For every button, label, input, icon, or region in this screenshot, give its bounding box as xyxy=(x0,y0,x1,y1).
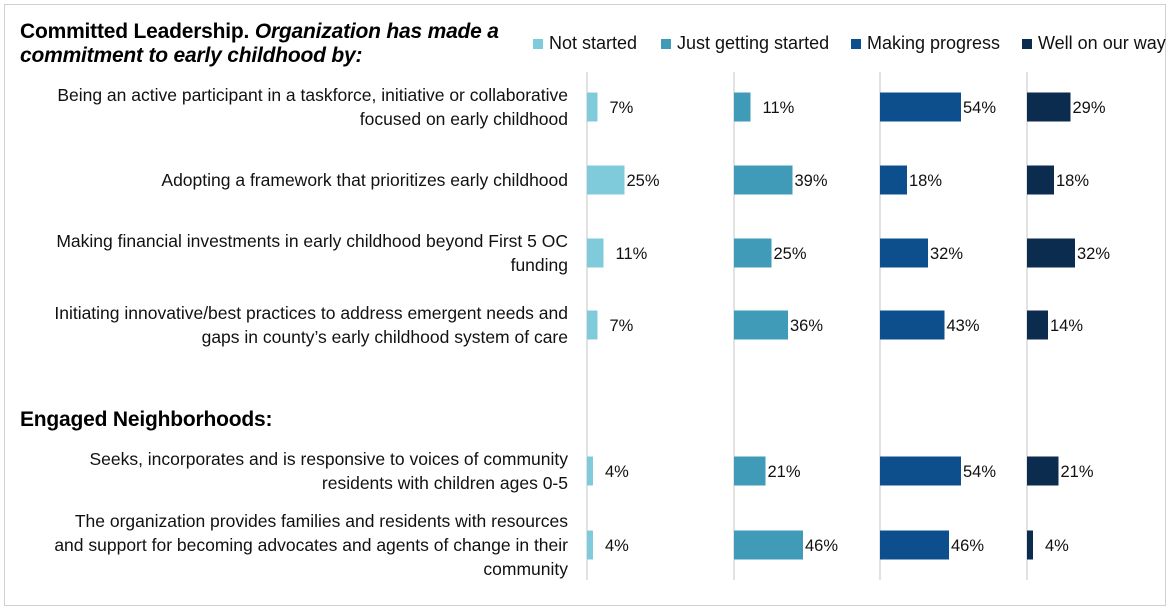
bar xyxy=(880,456,961,486)
section-title-engaged-neighborhoods: Engaged Neighborhoods: xyxy=(20,408,273,431)
chart-frame xyxy=(4,4,1166,606)
bar xyxy=(587,165,625,195)
category-label-line: Being an active participant in a taskfor… xyxy=(57,85,568,105)
legend-item-well-on-our-way: Well on our way xyxy=(1022,33,1166,54)
bar xyxy=(880,310,945,340)
bar xyxy=(880,530,949,560)
legend-label: Well on our way xyxy=(1038,33,1166,53)
bar xyxy=(734,165,793,195)
data-label: 21% xyxy=(1061,463,1094,481)
category-label: Adopting a framework that prioritizes ea… xyxy=(0,168,568,192)
data-label: 29% xyxy=(1073,99,1106,117)
bar xyxy=(587,530,593,560)
data-label: 7% xyxy=(610,99,634,117)
bar xyxy=(880,165,907,195)
bar xyxy=(734,456,766,486)
legend-item-not-started: Not started xyxy=(533,33,637,54)
category-label-line: and support for becoming advocates and a… xyxy=(54,535,568,555)
category-label-line: community xyxy=(483,559,568,579)
category-label-line: funding xyxy=(510,255,568,275)
data-label: 32% xyxy=(1077,245,1110,263)
bar xyxy=(1027,238,1075,268)
legend-swatch xyxy=(851,38,861,49)
chart-title-line2: commitment to early childhood by: xyxy=(20,44,363,67)
data-label: 43% xyxy=(947,317,980,335)
data-label: 54% xyxy=(963,99,996,117)
chart-title: Committed Leadership. Organization has m… xyxy=(20,20,499,44)
bar xyxy=(587,238,604,268)
data-label: 18% xyxy=(1056,172,1089,190)
data-label: 21% xyxy=(768,463,801,481)
legend-swatch xyxy=(661,38,671,49)
category-label-line: gaps in county’s early childhood system … xyxy=(201,327,568,347)
bar xyxy=(734,530,803,560)
bar xyxy=(587,92,598,122)
bar xyxy=(587,310,598,340)
data-label: 39% xyxy=(795,172,828,190)
category-label: Seeks, incorporates and is responsive to… xyxy=(0,447,568,495)
bar xyxy=(587,456,593,486)
data-label: 11% xyxy=(763,99,795,117)
chart-title-italic: Organization has made a xyxy=(254,20,499,43)
data-label: 25% xyxy=(774,245,807,263)
category-label-line: focused on early childhood xyxy=(359,109,568,129)
data-label: 25% xyxy=(627,172,660,190)
data-label: 4% xyxy=(605,537,629,555)
bar xyxy=(880,238,928,268)
data-label: 14% xyxy=(1050,317,1083,335)
category-label-line: Adopting a framework that prioritizes ea… xyxy=(161,170,568,190)
bar xyxy=(734,238,772,268)
legend-swatch xyxy=(533,38,543,49)
data-label: 18% xyxy=(909,172,942,190)
bar xyxy=(734,310,788,340)
legend-swatch xyxy=(1022,38,1032,49)
legend-label: Making progress xyxy=(867,33,1001,53)
legend-label: Not started xyxy=(549,33,638,53)
legend-label: Just getting started xyxy=(677,33,830,53)
category-label-line: Initiating innovative/best practices to … xyxy=(54,303,568,323)
data-label: 4% xyxy=(1045,537,1069,555)
bar xyxy=(1027,530,1033,560)
category-label: Being an active participant in a taskfor… xyxy=(0,83,568,131)
legend-item-just-getting-started: Just getting started xyxy=(661,33,829,54)
category-label: Initiating innovative/best practices to … xyxy=(0,301,568,349)
category-label-line: The organization provides families and r… xyxy=(74,511,568,531)
bar xyxy=(734,92,751,122)
data-label: 11% xyxy=(616,245,648,263)
category-label: The organization provides families and r… xyxy=(0,509,568,581)
chart-title-bold: Committed Leadership. xyxy=(20,20,250,43)
category-label-line: residents with children ages 0-5 xyxy=(321,473,568,493)
legend-item-making-progress: Making progress xyxy=(851,33,1000,54)
bar xyxy=(1027,456,1059,486)
category-label-line: Seeks, incorporates and is responsive to… xyxy=(89,449,568,469)
bar xyxy=(880,92,961,122)
data-label: 32% xyxy=(930,245,963,263)
bar xyxy=(1027,92,1071,122)
data-label: 36% xyxy=(790,317,823,335)
data-label: 4% xyxy=(605,463,629,481)
data-label: 54% xyxy=(963,463,996,481)
category-label-line: Making financial investments in early ch… xyxy=(56,231,568,251)
data-label: 46% xyxy=(951,537,984,555)
data-label: 7% xyxy=(610,317,634,335)
data-label: 46% xyxy=(805,537,838,555)
bar xyxy=(1027,165,1054,195)
bar xyxy=(1027,310,1048,340)
category-label: Making financial investments in early ch… xyxy=(0,229,568,277)
